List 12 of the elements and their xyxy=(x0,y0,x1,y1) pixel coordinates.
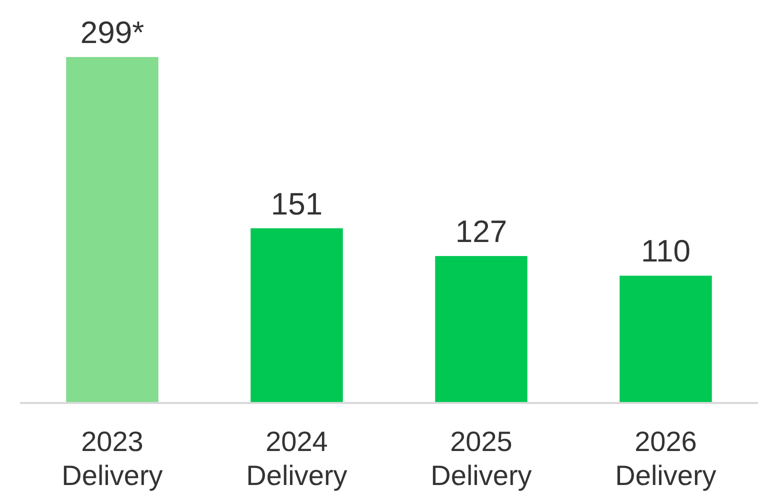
data-label: 299* xyxy=(80,15,144,50)
bar xyxy=(620,276,712,403)
bar xyxy=(250,228,343,403)
data-label: 110 xyxy=(641,234,690,269)
x-tick-label: 2025 Delivery xyxy=(430,426,532,491)
data-label: 127 xyxy=(455,214,508,250)
bar xyxy=(66,57,158,403)
data-label: 151 xyxy=(270,186,323,222)
x-tick-label: 2024 Delivery xyxy=(246,426,348,491)
bar xyxy=(435,256,528,403)
x-tick-label: 2026 Delivery xyxy=(615,426,716,491)
x-tick-label: 2023 Delivery xyxy=(62,426,163,491)
